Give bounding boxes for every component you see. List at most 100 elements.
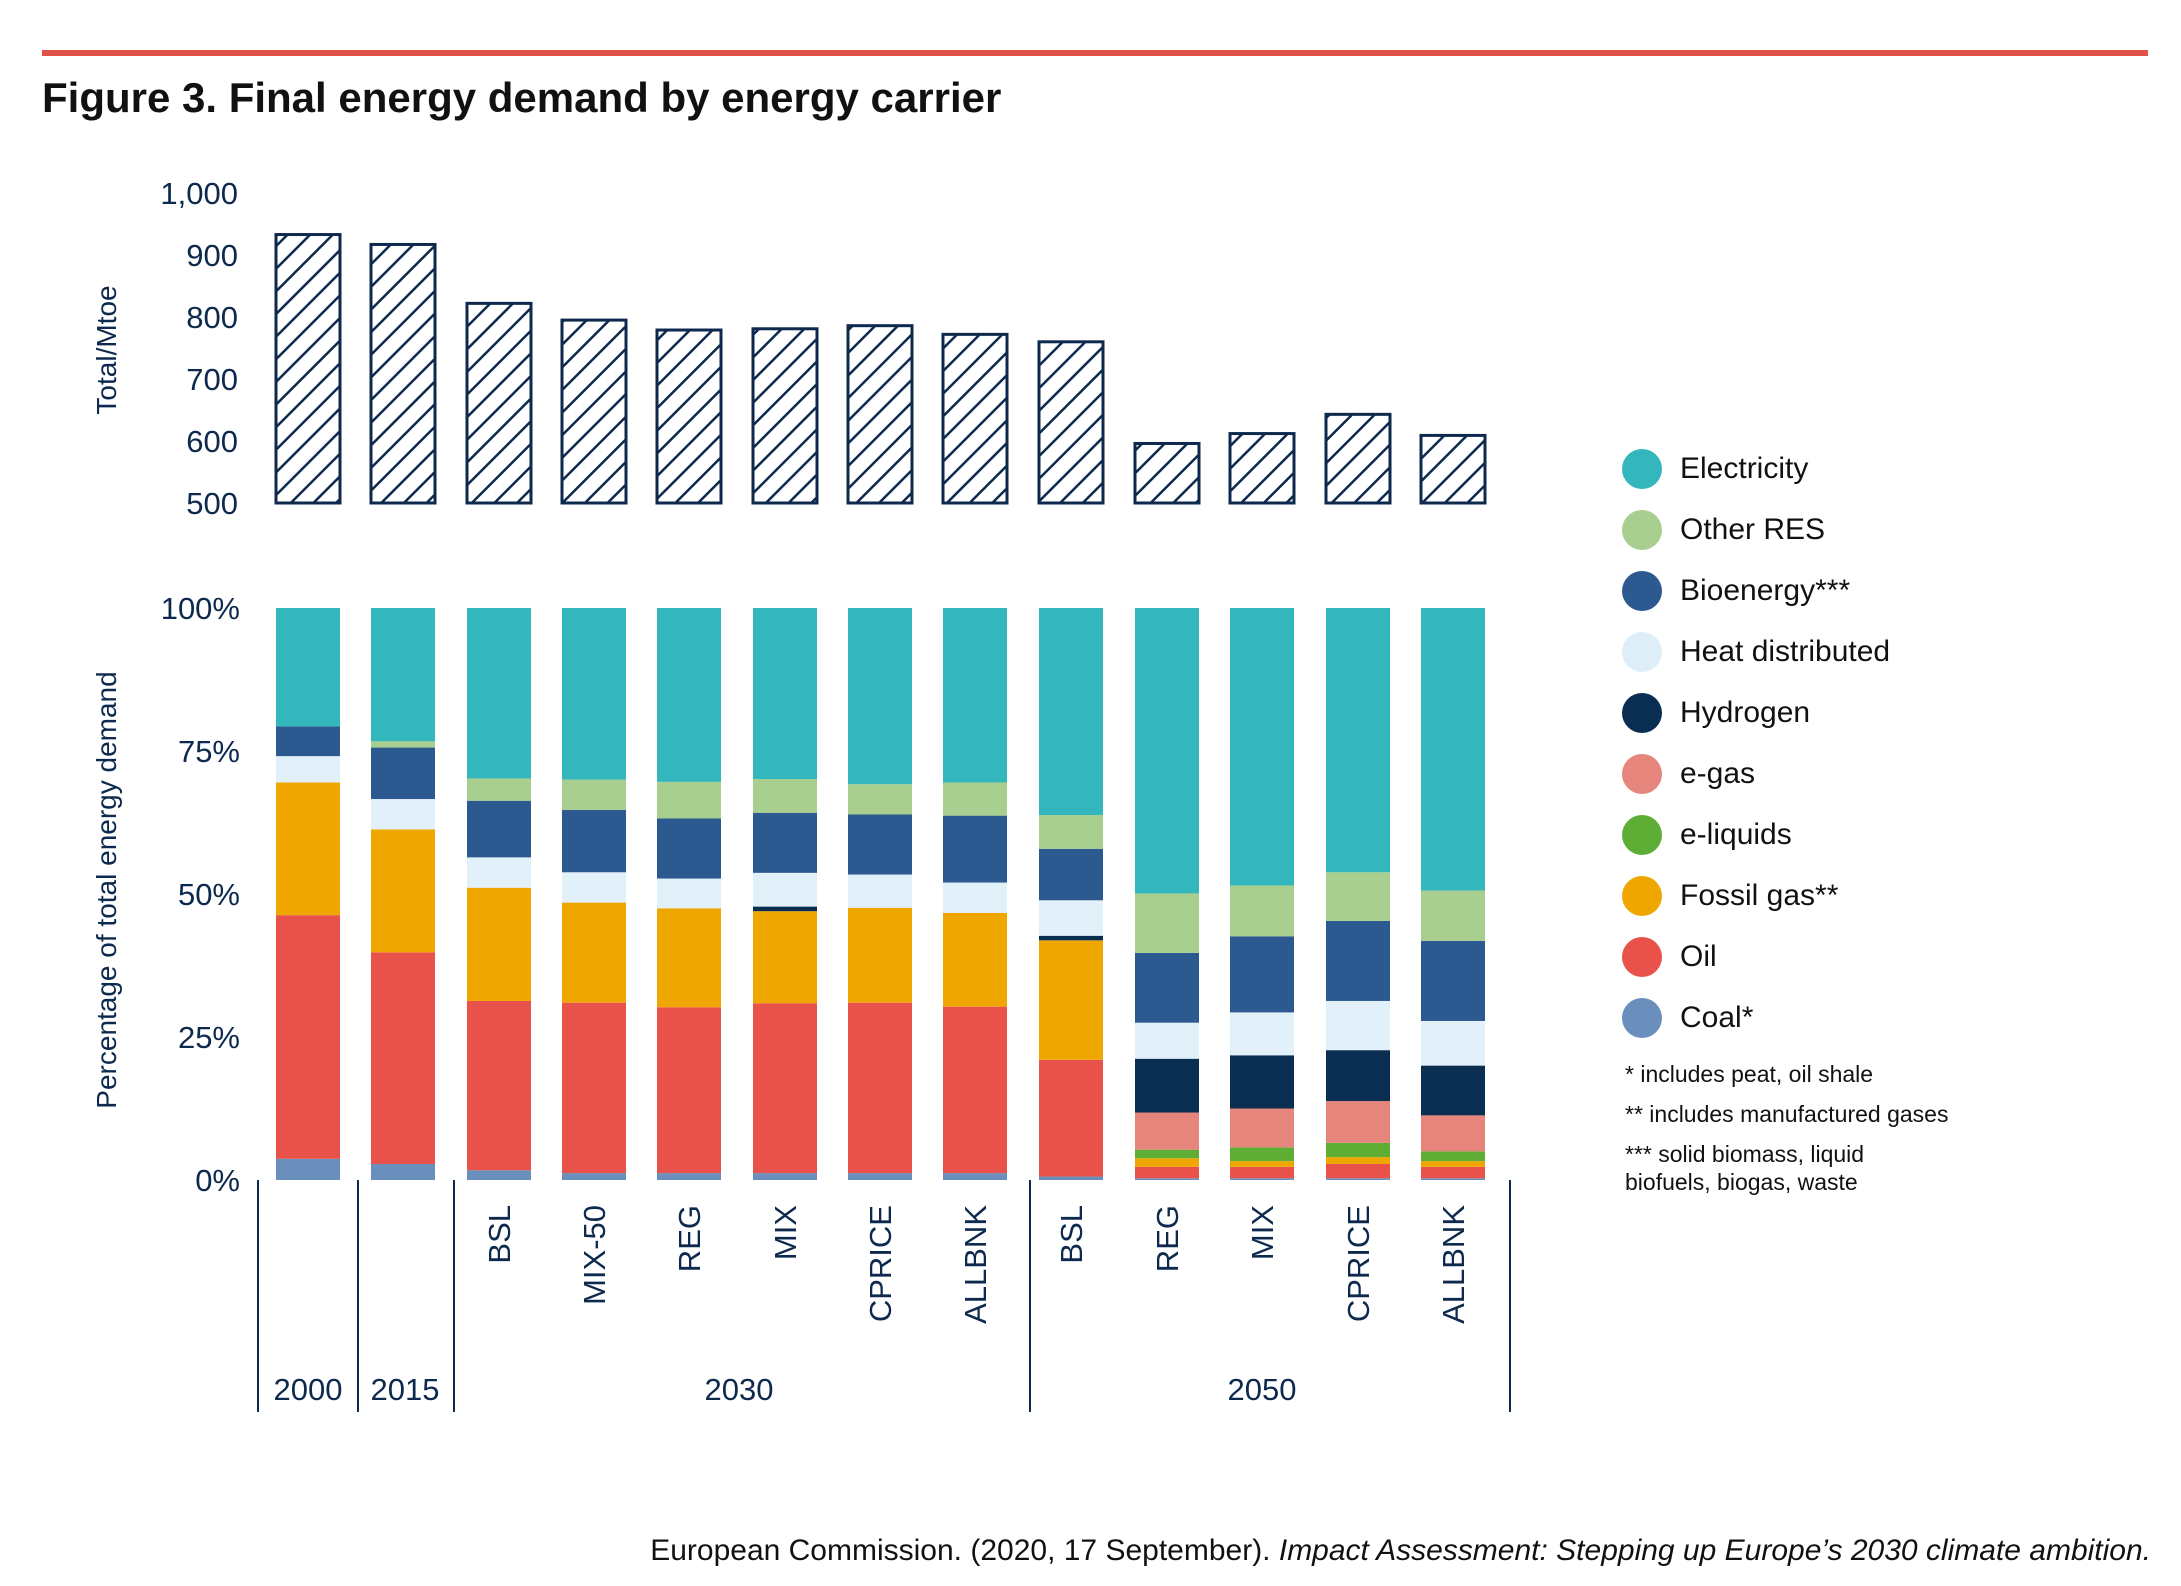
stack-segment (1135, 1112, 1199, 1150)
stack-segment (371, 1163, 435, 1180)
footnote-2: ** includes manufactured gases (1625, 1101, 1949, 1127)
stack-segment (943, 882, 1007, 913)
stack-segment (1039, 940, 1103, 1060)
legend-swatch (1622, 692, 1662, 733)
stack-segment (943, 1173, 1007, 1180)
stack-segment (1135, 1149, 1199, 1159)
stack-segment (1421, 1065, 1485, 1116)
stack-segment (1326, 1163, 1390, 1179)
legend-label: Other RES (1680, 512, 1826, 546)
stack-segment (1230, 1147, 1294, 1162)
stack-segment (657, 908, 721, 1008)
bar-scenario-label: CPRICE (863, 1205, 898, 1322)
legend-swatch (1622, 631, 1662, 672)
share-ytick-label: 25% (178, 1020, 240, 1055)
total-bar (1228, 432, 1296, 505)
stack-segment (1230, 885, 1294, 937)
stack-segment (848, 608, 912, 785)
legend-item: Electricity (1622, 438, 1890, 499)
stack-segment (1421, 1151, 1485, 1162)
stack-segment (467, 887, 531, 1001)
stack-segment (1230, 1012, 1294, 1056)
legend-item: e-gas (1622, 743, 1890, 804)
legend-item: Coal* (1622, 987, 1890, 1048)
legend-swatch (1622, 570, 1662, 611)
stack-segment (943, 782, 1007, 816)
share-ytick-label: 75% (178, 734, 240, 769)
stack-segment (1326, 1000, 1390, 1051)
stack-segment (657, 818, 721, 879)
total-demand-chart: 1,000 900 800 700 600 500 Total/Mtoe (91, 176, 1487, 521)
legend-item: Bioenergy*** (1622, 560, 1890, 621)
legend-label: Hydrogen (1680, 695, 1811, 729)
stack-segment (467, 857, 531, 888)
stack-segment (1039, 1176, 1103, 1180)
share-demand-chart: 100% 75% 50% 25% 0% Percentage of total energ… (91, 591, 1511, 1412)
stack-segment (1421, 1161, 1485, 1167)
footnote-3: *** solid biomass, liquid biofuels, biog… (1625, 1141, 1865, 1195)
stack-segment (562, 779, 626, 810)
share-ytick-label: 0% (195, 1163, 240, 1198)
stack-segment (1326, 1157, 1390, 1164)
share-ytick-label: 50% (178, 877, 240, 912)
stack-segment (1326, 1050, 1390, 1102)
stack-segment (1421, 890, 1485, 941)
bar-scenario-label: BSL (482, 1205, 517, 1264)
stack-segment (657, 1173, 721, 1180)
stack-segment (753, 1003, 817, 1174)
stack-segment (276, 726, 340, 757)
bar-scenario-label: ALLBNK (1436, 1205, 1471, 1324)
stack-segment (1421, 1020, 1485, 1066)
stack-segment (1326, 1101, 1390, 1143)
stack-segment (1230, 1055, 1294, 1109)
stack-segment (276, 782, 340, 916)
group-year-label: 2015 (371, 1372, 440, 1407)
legend-label: Electricity (1680, 451, 1809, 485)
stack-segment (1039, 900, 1103, 936)
stack-segment (1230, 1161, 1294, 1167)
stack-segment (562, 902, 626, 1003)
stack-segment (371, 608, 435, 742)
stack-segment (562, 809, 626, 873)
stack-segment (562, 608, 626, 780)
bar-scenario-label: MIX-50 (577, 1205, 612, 1305)
stack-segment (562, 872, 626, 903)
bar-scenario-label: MIX (768, 1205, 803, 1260)
stack-segment (1230, 1108, 1294, 1148)
total-bar (655, 328, 723, 505)
stack-segment (467, 1170, 531, 1180)
total-bar (751, 327, 819, 505)
total-bar (1133, 441, 1201, 505)
stack-segment (1230, 936, 1294, 1013)
source-citation: European Commission. (2020, 17 September… (650, 1534, 2151, 1568)
total-bar (274, 233, 342, 505)
stack-segment (1135, 1178, 1199, 1180)
share-y-axis-label: Percentage of total energy demand (91, 671, 122, 1108)
stack-segment (276, 756, 340, 783)
stack-segment (1135, 608, 1199, 894)
total-bar (369, 242, 437, 505)
legend-label: Oil (1680, 939, 1717, 973)
top-ytick-label: 500 (186, 486, 238, 521)
figure-title: Figure 3. Final energy demand by energy … (42, 74, 1002, 121)
group-year-label: 2050 (1228, 1372, 1297, 1407)
legend-item: Heat distributed (1622, 621, 1890, 682)
stack-segment (371, 829, 435, 953)
top-ytick-label: 600 (186, 424, 238, 459)
legend-label: e-liquids (1680, 817, 1792, 851)
stack-segment (753, 608, 817, 780)
bar-scenario-label: CPRICE (1341, 1205, 1376, 1322)
total-bar (560, 318, 628, 505)
stack-segment (753, 911, 817, 1004)
stack-segment (1230, 1178, 1294, 1180)
stack-segment (848, 784, 912, 815)
stack-segment (562, 1002, 626, 1174)
total-bar (1037, 340, 1105, 505)
stack-segment (1135, 952, 1199, 1023)
total-bar (1419, 433, 1487, 505)
stack-segment (1326, 920, 1390, 1001)
stack-segment (1326, 1142, 1390, 1158)
stack-segment (848, 1002, 912, 1174)
total-bar (941, 332, 1009, 505)
legend-label: Coal* (1680, 1000, 1754, 1034)
